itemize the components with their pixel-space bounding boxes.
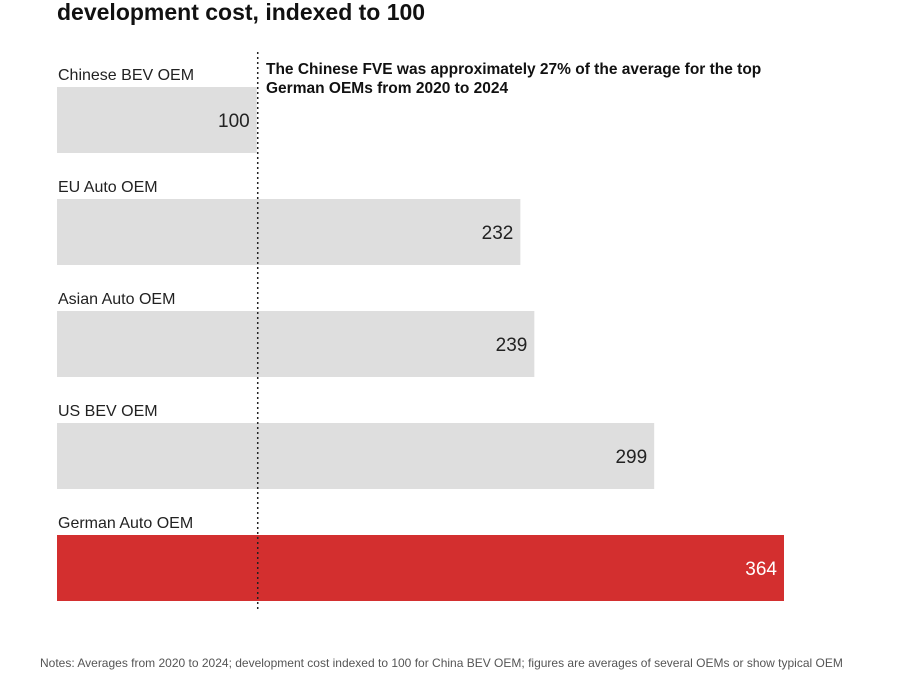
bar	[57, 311, 535, 377]
bar	[57, 199, 521, 265]
value-label: 232	[482, 223, 514, 244]
value-label: 100	[218, 111, 250, 132]
value-label: 364	[745, 559, 777, 580]
category-label: Chinese BEV OEM	[58, 67, 194, 84]
category-label: German Auto OEM	[58, 515, 193, 532]
value-label: 299	[615, 447, 647, 468]
value-label: 239	[496, 335, 528, 356]
category-label: Asian Auto OEM	[58, 291, 175, 308]
bar	[57, 423, 655, 489]
chart-annotation: The Chinese FVE was approximately 27% of…	[266, 61, 762, 97]
bar	[57, 87, 257, 153]
category-label: US BEV OEM	[58, 403, 158, 420]
chart-notes: Notes: Averages from 2020 to 2024; devel…	[40, 656, 843, 670]
category-label: EU Auto OEM	[58, 179, 158, 196]
bar-highlighted	[57, 535, 784, 601]
chart-title: development cost, indexed to 100	[57, 0, 426, 25]
